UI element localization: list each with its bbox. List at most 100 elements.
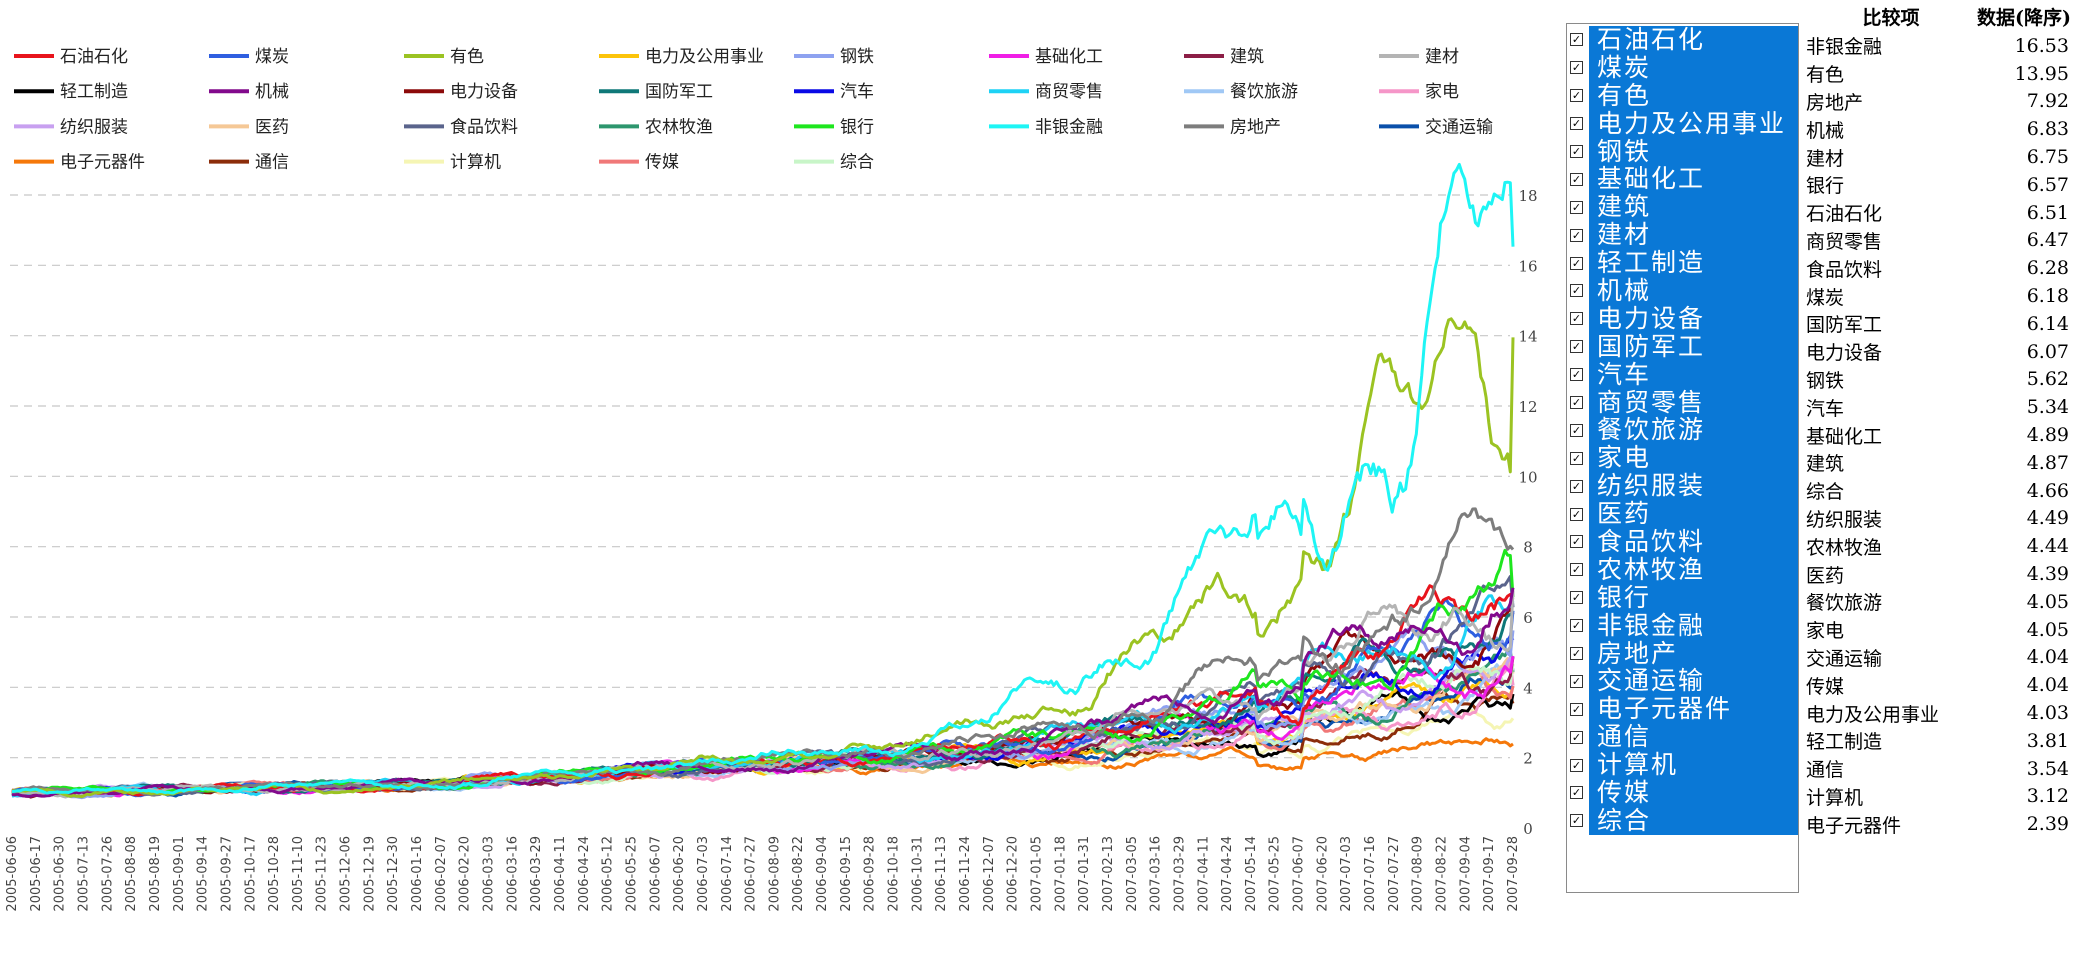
x-tick-label: 2006-07-03 (696, 836, 711, 912)
series-checkbox-label[interactable]: 家电 (1589, 444, 1798, 473)
series-checkbox-item[interactable]: ✓ 有色 (1567, 81, 1798, 110)
checkbox-checked-icon[interactable]: ✓ (1570, 33, 1583, 47)
series-checkbox-label[interactable]: 非银金融 (1589, 611, 1798, 640)
checkbox-checked-icon[interactable]: ✓ (1570, 591, 1583, 605)
series-checkbox-label[interactable]: 电子元器件 (1589, 695, 1798, 724)
checkbox-checked-icon[interactable]: ✓ (1570, 256, 1583, 270)
series-checkbox-item[interactable]: ✓ 建材 (1567, 221, 1798, 250)
series-checkbox-item[interactable]: ✓ 电力及公用事业 (1567, 109, 1798, 138)
checkbox-checked-icon[interactable]: ✓ (1570, 758, 1583, 772)
checkbox-checked-icon[interactable]: ✓ (1570, 507, 1583, 521)
ranking-item-name: 电力及公用事业 (1806, 703, 1940, 726)
series-checkbox-item[interactable]: ✓ 综合 (1567, 806, 1798, 835)
checkbox-checked-icon[interactable]: ✓ (1570, 61, 1583, 75)
series-checkbox-item[interactable]: ✓ 机械 (1567, 277, 1798, 305)
checkbox-checked-icon[interactable]: ✓ (1570, 284, 1583, 298)
checkbox-checked-icon[interactable]: ✓ (1570, 451, 1583, 465)
checkbox-checked-icon[interactable]: ✓ (1570, 786, 1583, 800)
checkbox-checked-icon[interactable]: ✓ (1570, 228, 1583, 242)
series-checkbox-label[interactable]: 医药 (1589, 500, 1798, 529)
x-tick-label: 2006-03-03 (482, 836, 497, 912)
checkbox-checked-icon[interactable]: ✓ (1570, 423, 1583, 437)
series-checkbox-label[interactable]: 煤炭 (1589, 53, 1798, 82)
ranking-row: 交通运输 4.04 (1806, 644, 2071, 672)
checkbox-checked-icon[interactable]: ✓ (1570, 340, 1583, 354)
series-checkbox-label[interactable]: 汽车 (1589, 360, 1798, 389)
checkbox-checked-icon[interactable]: ✓ (1570, 396, 1583, 410)
series-checkbox-item[interactable]: ✓ 国防军工 (1567, 332, 1798, 361)
series-checkbox-label[interactable]: 计算机 (1589, 751, 1798, 780)
series-checkbox-item[interactable]: ✓ 食品饮料 (1567, 528, 1798, 556)
checkbox-checked-icon[interactable]: ✓ (1570, 172, 1583, 186)
checkbox-checked-icon[interactable]: ✓ (1570, 674, 1583, 688)
series-checkbox-item[interactable]: ✓ 纺织服装 (1567, 472, 1798, 501)
series-checkbox-item[interactable]: ✓ 计算机 (1567, 751, 1798, 780)
series-checkbox-item[interactable]: ✓ 煤炭 (1567, 53, 1798, 82)
series-checkbox-label[interactable]: 商贸零售 (1589, 388, 1798, 417)
checkbox-checked-icon[interactable]: ✓ (1570, 730, 1583, 744)
series-checkbox-item[interactable]: ✓ 建筑 (1567, 193, 1798, 222)
series-checkbox-label[interactable]: 建材 (1589, 221, 1798, 250)
series-checkbox-item[interactable]: ✓ 房地产 (1567, 639, 1798, 668)
series-checkbox-label[interactable]: 国防军工 (1589, 332, 1798, 361)
checkbox-checked-icon[interactable]: ✓ (1570, 647, 1583, 661)
series-checkbox-item[interactable]: ✓ 电子元器件 (1567, 695, 1798, 724)
series-checkbox-item[interactable]: ✓ 非银金融 (1567, 611, 1798, 640)
series-checkbox-label[interactable]: 石油石化 (1589, 26, 1798, 54)
series-checkbox-label[interactable]: 交通运输 (1589, 667, 1798, 696)
series-checkbox-item[interactable]: ✓ 农林牧渔 (1567, 555, 1798, 584)
y-tick-label: 18 (1518, 187, 1537, 205)
series-checkbox-label[interactable]: 银行 (1589, 583, 1798, 612)
series-checkbox-label[interactable]: 通信 (1589, 723, 1798, 752)
series-checkbox-label[interactable]: 电力及公用事业 (1589, 109, 1798, 138)
x-tick-label: 2006-11-13 (934, 836, 949, 912)
series-checkbox-label[interactable]: 餐饮旅游 (1589, 416, 1798, 445)
series-checkbox-label[interactable]: 综合 (1589, 806, 1798, 835)
series-checkbox-item[interactable]: ✓ 汽车 (1567, 360, 1798, 389)
checkbox-checked-icon[interactable]: ✓ (1570, 89, 1583, 103)
series-checkbox-label[interactable]: 电力设备 (1589, 304, 1798, 333)
checkbox-checked-icon[interactable]: ✓ (1570, 814, 1583, 828)
series-checkbox-item[interactable]: ✓ 银行 (1567, 583, 1798, 612)
series-checkbox-label[interactable]: 房地产 (1589, 639, 1798, 668)
series-checkbox-item[interactable]: ✓ 基础化工 (1567, 165, 1798, 194)
series-checkbox-item[interactable]: ✓ 交通运输 (1567, 667, 1798, 696)
series-checkbox-item[interactable]: ✓ 传媒 (1567, 779, 1798, 807)
checkbox-checked-icon[interactable]: ✓ (1570, 117, 1583, 131)
legend-label: 计算机 (450, 153, 501, 173)
checkbox-checked-icon[interactable]: ✓ (1570, 479, 1583, 493)
series-checkbox-label[interactable]: 传媒 (1589, 779, 1798, 807)
checkbox-checked-icon[interactable]: ✓ (1570, 563, 1583, 577)
series-checkbox-label[interactable]: 食品饮料 (1589, 528, 1798, 556)
checkbox-checked-icon[interactable]: ✓ (1570, 368, 1583, 382)
series-checkbox-item[interactable]: ✓ 石油石化 (1567, 26, 1798, 54)
ranking-item-name: 电子元器件 (1806, 814, 1902, 837)
series-checkbox-label[interactable]: 轻工制造 (1589, 249, 1798, 278)
checkbox-checked-icon[interactable]: ✓ (1570, 702, 1583, 716)
series-checkbox-label[interactable]: 建筑 (1589, 193, 1798, 222)
checkbox-checked-icon[interactable]: ✓ (1570, 200, 1583, 214)
checkbox-checked-icon[interactable]: ✓ (1570, 312, 1583, 326)
series-checkbox-label[interactable]: 农林牧渔 (1589, 555, 1798, 584)
x-tick-label: 2006-04-11 (553, 836, 568, 912)
series-selector-panel[interactable]: ✓ 石油石化 ✓ 煤炭 ✓ 有色 ✓ 电力及公用事业 ✓ 钢铁 ✓ 基础化工 ✓ 建筑 ✓ 建材 ✓ 轻工制造 ✓ 机… (1566, 23, 1799, 893)
series-checkbox-label[interactable]: 钢铁 (1589, 137, 1798, 166)
series-checkbox-label[interactable]: 纺织服装 (1589, 472, 1798, 501)
series-checkbox-label[interactable]: 机械 (1589, 277, 1798, 305)
series-checkbox-item[interactable]: ✓ 钢铁 (1567, 137, 1798, 166)
checkbox-checked-icon[interactable]: ✓ (1570, 535, 1583, 549)
x-tick-label: 2007-04-24 (1220, 836, 1235, 912)
series-checkbox-item[interactable]: ✓ 电力设备 (1567, 304, 1798, 333)
ranking-item-name: 交通运输 (1806, 647, 1883, 670)
series-checkbox-label[interactable]: 有色 (1589, 81, 1798, 110)
checkbox-checked-icon[interactable]: ✓ (1570, 145, 1583, 158)
series-checkbox-item[interactable]: ✓ 医药 (1567, 500, 1798, 529)
x-tick-label: 2006-11-24 (958, 836, 973, 912)
series-checkbox-item[interactable]: ✓ 商贸零售 (1567, 388, 1798, 417)
series-checkbox-label[interactable]: 基础化工 (1589, 165, 1798, 194)
checkbox-checked-icon[interactable]: ✓ (1570, 619, 1583, 633)
series-checkbox-item[interactable]: ✓ 轻工制造 (1567, 249, 1798, 278)
series-checkbox-item[interactable]: ✓ 餐饮旅游 (1567, 416, 1798, 445)
series-checkbox-item[interactable]: ✓ 家电 (1567, 444, 1798, 473)
series-checkbox-item[interactable]: ✓ 通信 (1567, 723, 1798, 752)
